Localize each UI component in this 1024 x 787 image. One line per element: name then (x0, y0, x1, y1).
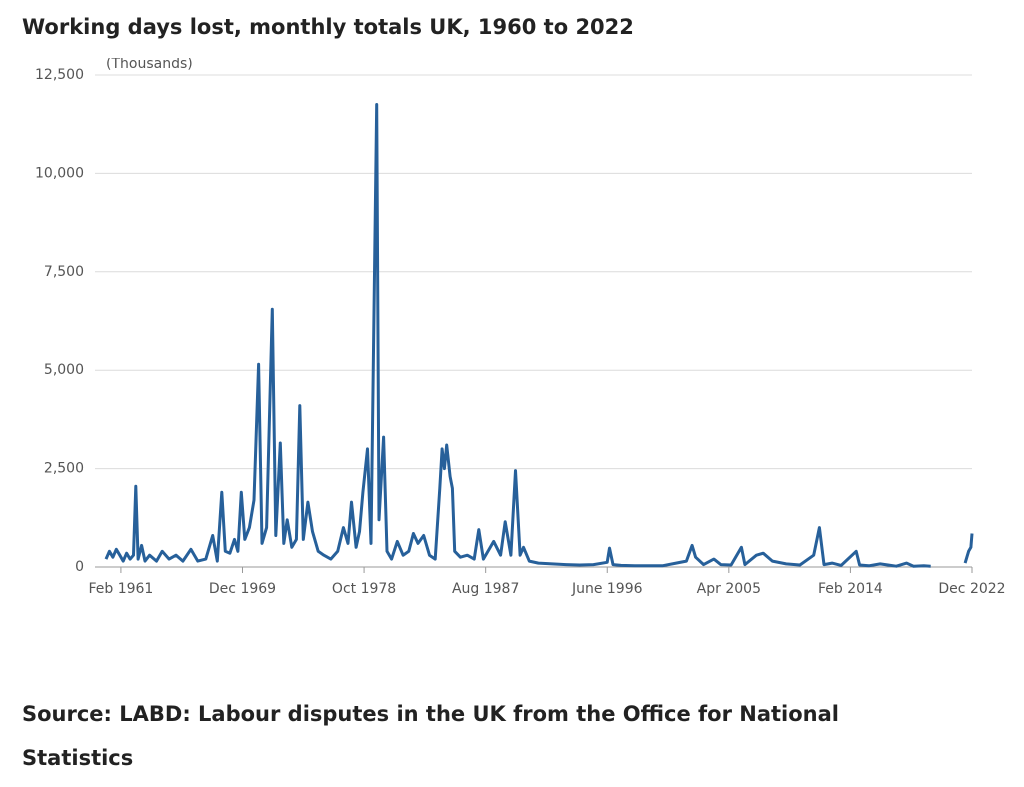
y-tick-label: 10,000 (35, 165, 84, 181)
x-tick-label: Aug 1987 (452, 581, 519, 597)
x-tick-label: Dec 1969 (209, 581, 276, 597)
x-tick-label: Dec 2022 (938, 581, 1005, 597)
x-tick-label: Oct 1978 (332, 581, 396, 597)
x-tick-label: June 1996 (571, 581, 643, 597)
y-tick-label: 0 (75, 559, 84, 575)
chart-title: Working days lost, monthly totals UK, 19… (22, 15, 634, 39)
x-tick-label: Apr 2005 (697, 581, 761, 597)
y-axis-label: (Thousands) (106, 56, 193, 72)
y-tick-label: 5,000 (44, 362, 84, 378)
y-tick-label: 2,500 (44, 461, 84, 477)
y-tick-label: 7,500 (44, 264, 84, 280)
data-line (104, 103, 974, 568)
source-note: Source: LABD: Labour disputes in the UK … (22, 702, 840, 770)
chart: Working days lost, monthly totals UK, 19… (22, 15, 1006, 597)
x-tick-label: Feb 1961 (88, 581, 153, 597)
y-tick-label: 12,500 (35, 67, 84, 83)
x-tick-label: Feb 2014 (818, 581, 883, 597)
